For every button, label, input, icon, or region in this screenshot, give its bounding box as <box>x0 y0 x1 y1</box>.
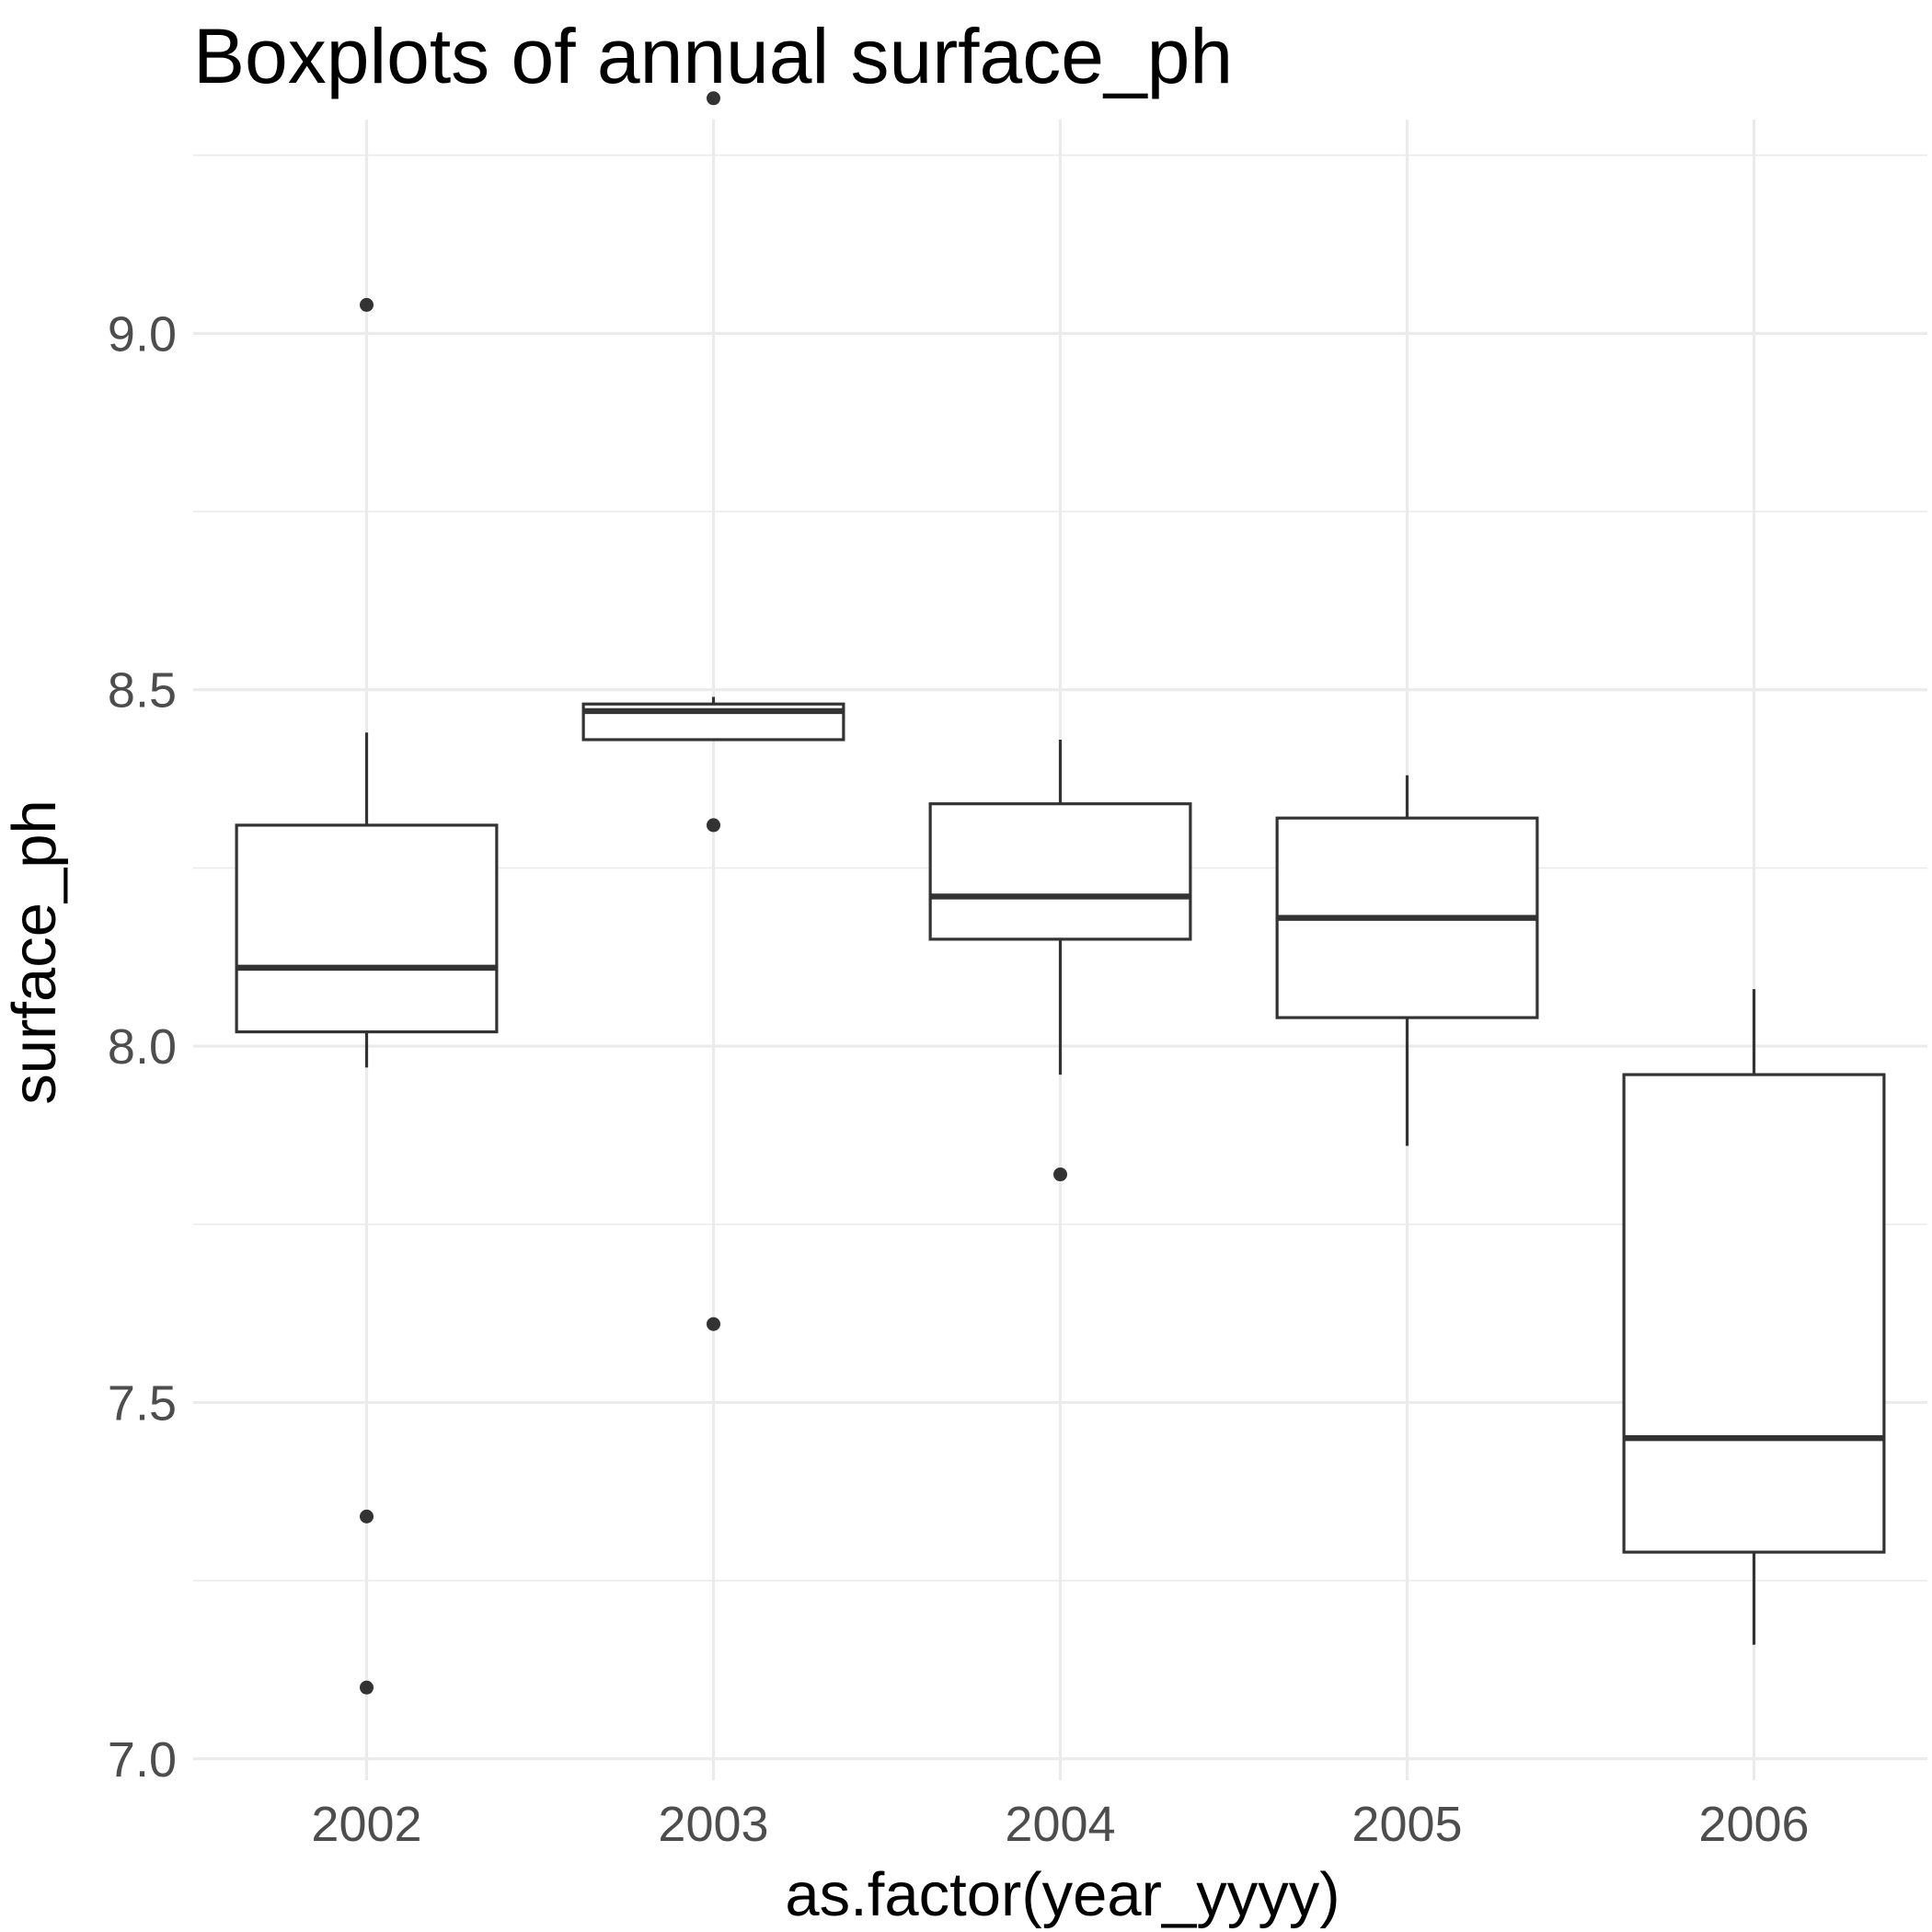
box-iqr <box>928 802 1192 941</box>
y-tick-label: 8.5 <box>108 663 177 719</box>
box-iqr <box>1622 1073 1886 1554</box>
boxplot-2005 <box>1275 775 1539 1146</box>
boxplot-2004 <box>928 739 1192 1182</box>
outlier-point <box>1053 1167 1067 1182</box>
outlier-point <box>360 1509 374 1524</box>
x-axis-ticks: 2002 2003 2004 2005 2006 <box>311 1797 1809 1852</box>
y-axis-title: surface_ph <box>0 799 69 1105</box>
outlier-point <box>360 1680 374 1695</box>
x-tick-label: 2002 <box>311 1797 421 1852</box>
boxplot-2002 <box>235 297 499 1695</box>
chart-title: Boxplots of annual surface_ph <box>193 13 1233 99</box>
y-axis-ticks: 7.0 7.5 8.0 8.5 9.0 <box>108 306 177 1787</box>
outlier-point <box>707 818 720 833</box>
x-tick-label: 2005 <box>1351 1797 1462 1852</box>
y-tick-label: 9.0 <box>108 306 177 362</box>
y-tick-label: 7.5 <box>108 1375 177 1431</box>
x-tick-label: 2006 <box>1698 1797 1809 1852</box>
outlier-point <box>360 297 374 312</box>
boxplot-2006 <box>1622 989 1886 1645</box>
x-tick-label: 2003 <box>658 1797 768 1852</box>
boxplot-2003 <box>581 91 845 1331</box>
outlier-point <box>707 91 720 106</box>
y-tick-label: 7.0 <box>108 1732 177 1788</box>
x-tick-label: 2004 <box>1005 1797 1115 1852</box>
y-tick-label: 8.0 <box>108 1019 177 1075</box>
boxplots <box>235 91 1886 1695</box>
x-axis-title: as.factor(year_yyyy) <box>785 1860 1340 1929</box>
outlier-point <box>707 1317 720 1331</box>
box-iqr <box>235 823 499 1034</box>
